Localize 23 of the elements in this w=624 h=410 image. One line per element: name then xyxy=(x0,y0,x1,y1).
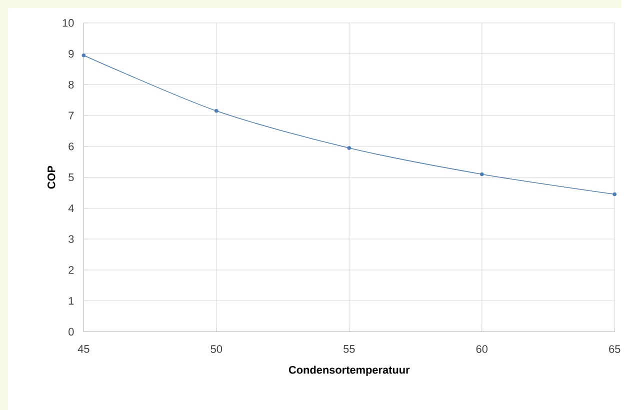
point xyxy=(480,172,484,176)
y-tick-label: 1 xyxy=(68,296,74,304)
x-axis-title: Condensortemperatuur xyxy=(288,366,410,376)
x-tick-label: 65 xyxy=(609,344,620,353)
point xyxy=(214,108,218,113)
y-tick-label: 6 xyxy=(68,142,74,150)
y-tick-label: 5 xyxy=(68,173,74,181)
y-tick-label: 7 xyxy=(68,112,74,120)
y-axis-title: COP xyxy=(48,166,56,188)
y-tick-label: 4 xyxy=(68,204,74,212)
y-tick-label: 3 xyxy=(68,235,74,243)
point xyxy=(82,53,86,58)
y-tick-label: 0 xyxy=(68,328,74,336)
y-tick-label: 9 xyxy=(68,50,74,58)
y-tick-label: 2 xyxy=(68,266,74,274)
x-tick-label: 45 xyxy=(78,344,90,353)
x-tick-label: 55 xyxy=(344,344,355,353)
x-tick-label: 60 xyxy=(476,344,488,353)
point xyxy=(612,192,617,196)
y-tick-label: 10 xyxy=(62,18,74,27)
point xyxy=(347,146,352,150)
x-tick-label: 50 xyxy=(210,344,222,353)
y-tick-label: 8 xyxy=(68,80,74,88)
